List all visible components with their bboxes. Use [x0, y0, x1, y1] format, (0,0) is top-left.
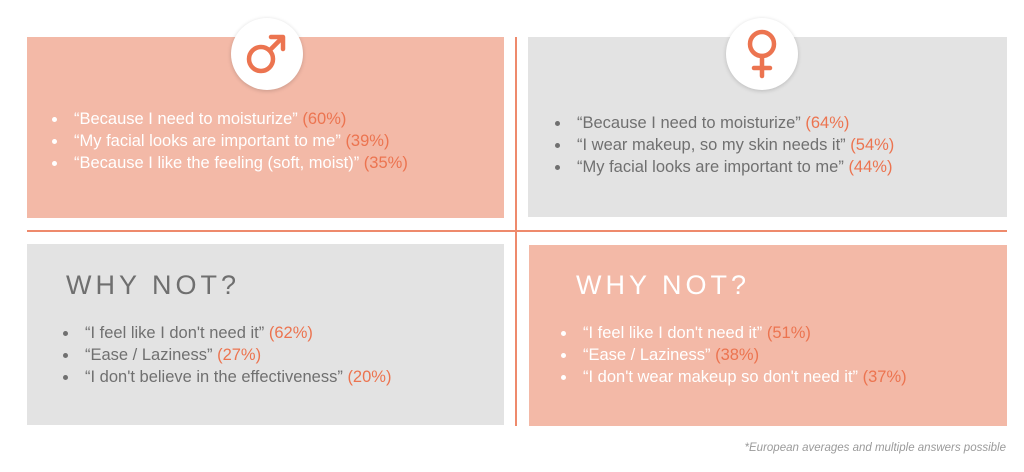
list-item: “I wear makeup, so my skin needs it” (54… — [549, 134, 894, 156]
female-why-not-title: WHY NOT? — [576, 270, 751, 300]
list-item: “Because I like the feeling (soft, moist… — [46, 152, 408, 174]
female-reasons-list: “Because I need to moisturize” (64%) “I … — [549, 112, 894, 178]
male-badge — [231, 18, 303, 90]
list-item: “My facial looks are important to me” (4… — [549, 156, 894, 178]
list-item: “Because I need to moisturize” (60%) — [46, 108, 408, 130]
male-symbol-icon — [246, 34, 286, 74]
list-item: “I feel like I don't need it” (62%) — [57, 322, 391, 344]
female-symbol-icon — [747, 29, 777, 79]
list-item: “Ease / Laziness” (38%) — [555, 344, 907, 366]
male-reasons-list: “Because I need to moisturize” (60%) “My… — [46, 108, 408, 174]
vertical-divider — [515, 37, 517, 426]
list-item: “My facial looks are important to me” (3… — [46, 130, 408, 152]
horizontal-divider — [27, 230, 1007, 232]
list-item: “I don't wear makeup so don't need it” (… — [555, 366, 907, 388]
list-item: “Ease / Laziness” (27%) — [57, 344, 391, 366]
male-why-not-list: “I feel like I don't need it” (62%) “Eas… — [57, 322, 391, 388]
list-item: “I feel like I don't need it” (51%) — [555, 322, 907, 344]
list-item: “I don't believe in the effectiveness” (… — [57, 366, 391, 388]
female-why-not-list: “I feel like I don't need it” (51%) “Eas… — [555, 322, 907, 388]
female-why-not-panel — [529, 245, 1007, 426]
male-why-not-panel — [27, 244, 504, 425]
footnote: *European averages and multiple answers … — [744, 442, 1006, 454]
female-badge — [726, 18, 798, 90]
list-item: “Because I need to moisturize” (64%) — [549, 112, 894, 134]
male-why-not-title: WHY NOT? — [66, 270, 241, 300]
